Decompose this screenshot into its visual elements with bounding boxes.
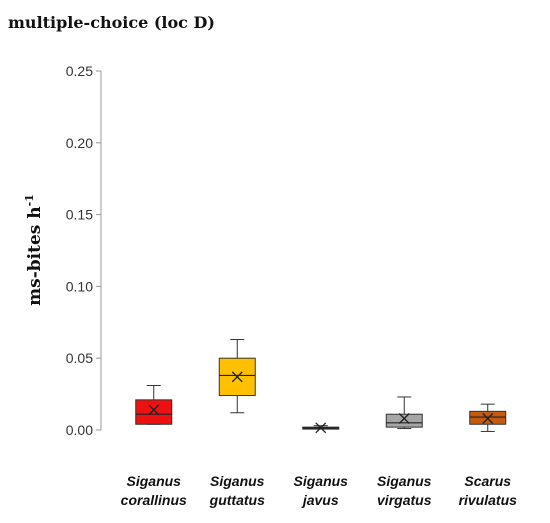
mean-marker	[231, 371, 243, 383]
mean-marker	[315, 422, 327, 434]
category-label: rivulatus	[459, 492, 518, 508]
y-tick-label: 0.20	[66, 135, 93, 151]
y-tick-label: 0.25	[66, 63, 93, 79]
y-axis-label-text: ms-bites h	[25, 206, 45, 305]
y-tick-label: 0.10	[66, 278, 93, 294]
category-label: virgatus	[377, 492, 432, 508]
category-label: Siganus	[377, 473, 432, 489]
y-axis-label-group: ms-bites h-1	[23, 194, 45, 306]
mean-marker	[482, 413, 494, 424]
mean-marker	[398, 413, 410, 424]
mean-marker	[148, 404, 160, 416]
y-tick-label: 0.15	[66, 207, 93, 223]
category-label: Siganus	[210, 473, 265, 489]
y-tick-label: 0.05	[66, 350, 93, 366]
y-axis-label: ms-bites h-1	[23, 194, 45, 306]
category-label: guttatus	[209, 492, 265, 508]
box	[135, 399, 173, 425]
y-axis-label-superscript: -1	[23, 194, 36, 206]
y-tick-label: 0.00	[66, 422, 93, 438]
category-label: corallinus	[121, 492, 187, 508]
box	[385, 413, 423, 428]
category-label: Scarus	[464, 473, 511, 489]
category-label: Siganus	[294, 473, 349, 489]
chart-title: multiple-choice (loc D)	[8, 13, 215, 32]
category-label: Siganus	[127, 473, 182, 489]
plot-area: 0.00 0.05 0.10 0.15 0.20 0.25 Siganus corallinu…	[66, 63, 517, 508]
category-label: javus	[301, 492, 339, 508]
